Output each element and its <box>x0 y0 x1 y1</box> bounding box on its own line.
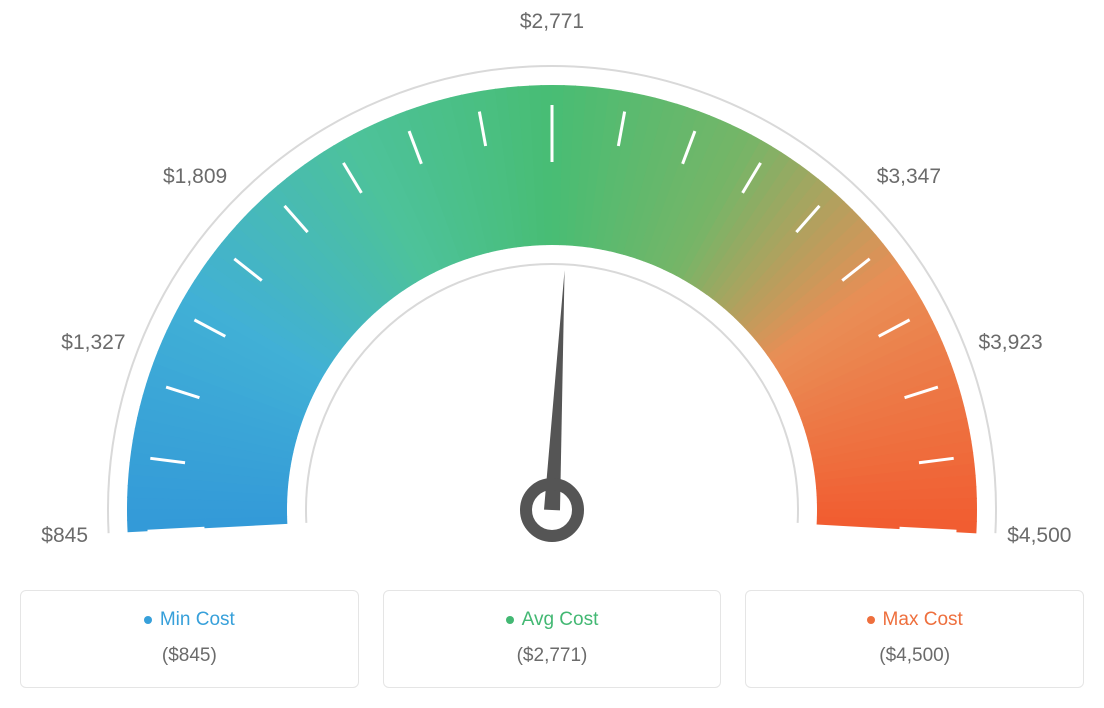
dot-icon <box>867 616 875 624</box>
legend-title-min: Min Cost <box>144 609 235 631</box>
legend-label: Avg Cost <box>522 609 599 631</box>
gauge-tick-label: $1,809 <box>163 165 227 189</box>
legend-value: ($4,500) <box>756 645 1073 667</box>
gauge-svg <box>20 20 1084 560</box>
cost-gauge-chart: $845$1,327$1,809$2,771$3,347$3,923$4,500… <box>20 20 1084 688</box>
gauge-tick-label: $4,500 <box>1007 524 1071 548</box>
legend-card-max: Max Cost ($4,500) <box>745 590 1084 688</box>
dot-icon <box>144 616 152 624</box>
gauge-tick-label: $845 <box>41 524 88 548</box>
legend-title-max: Max Cost <box>867 609 963 631</box>
gauge-tick-label: $1,327 <box>61 331 125 355</box>
legend-value: ($845) <box>31 645 348 667</box>
legend-row: Min Cost ($845) Avg Cost ($2,771) Max Co… <box>20 590 1084 688</box>
legend-label: Max Cost <box>883 609 963 631</box>
dot-icon <box>506 616 514 624</box>
legend-card-avg: Avg Cost ($2,771) <box>383 590 722 688</box>
gauge-tick-label: $2,771 <box>520 10 584 34</box>
legend-label: Min Cost <box>160 609 235 631</box>
legend-card-min: Min Cost ($845) <box>20 590 359 688</box>
gauge-tick-label: $3,347 <box>877 165 941 189</box>
legend-value: ($2,771) <box>394 645 711 667</box>
legend-title-avg: Avg Cost <box>506 609 599 631</box>
gauge-area: $845$1,327$1,809$2,771$3,347$3,923$4,500 <box>20 20 1084 560</box>
gauge-tick-label: $3,923 <box>978 331 1042 355</box>
